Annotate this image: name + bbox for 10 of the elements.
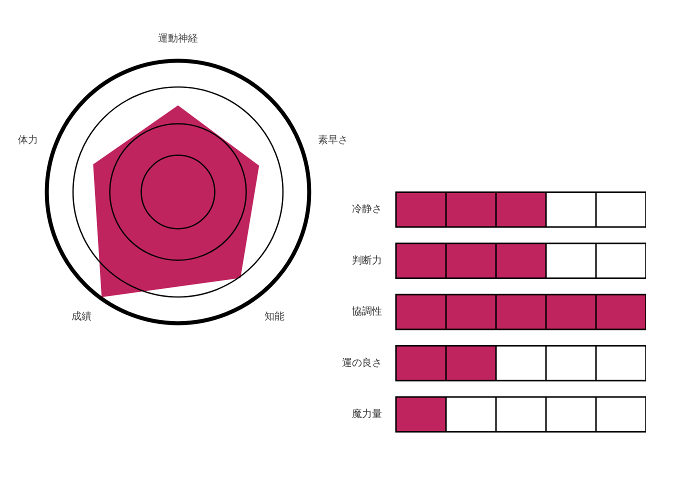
spoke-label: 素早さ: [318, 134, 348, 146]
y-tick-label: 判断力: [352, 254, 382, 266]
y-tick-label: 魔力量: [352, 408, 382, 420]
y-tick-label: 協調性: [352, 306, 382, 318]
spoke-label: 運動神経: [158, 32, 198, 44]
y-tick-label: 運の良さ: [342, 356, 382, 369]
spoke-label: 知能: [264, 310, 285, 323]
spoke-label: 成績: [71, 310, 92, 323]
y-tick-label: 冷静さ: [352, 203, 382, 216]
spoke-label: 体力: [18, 134, 38, 146]
